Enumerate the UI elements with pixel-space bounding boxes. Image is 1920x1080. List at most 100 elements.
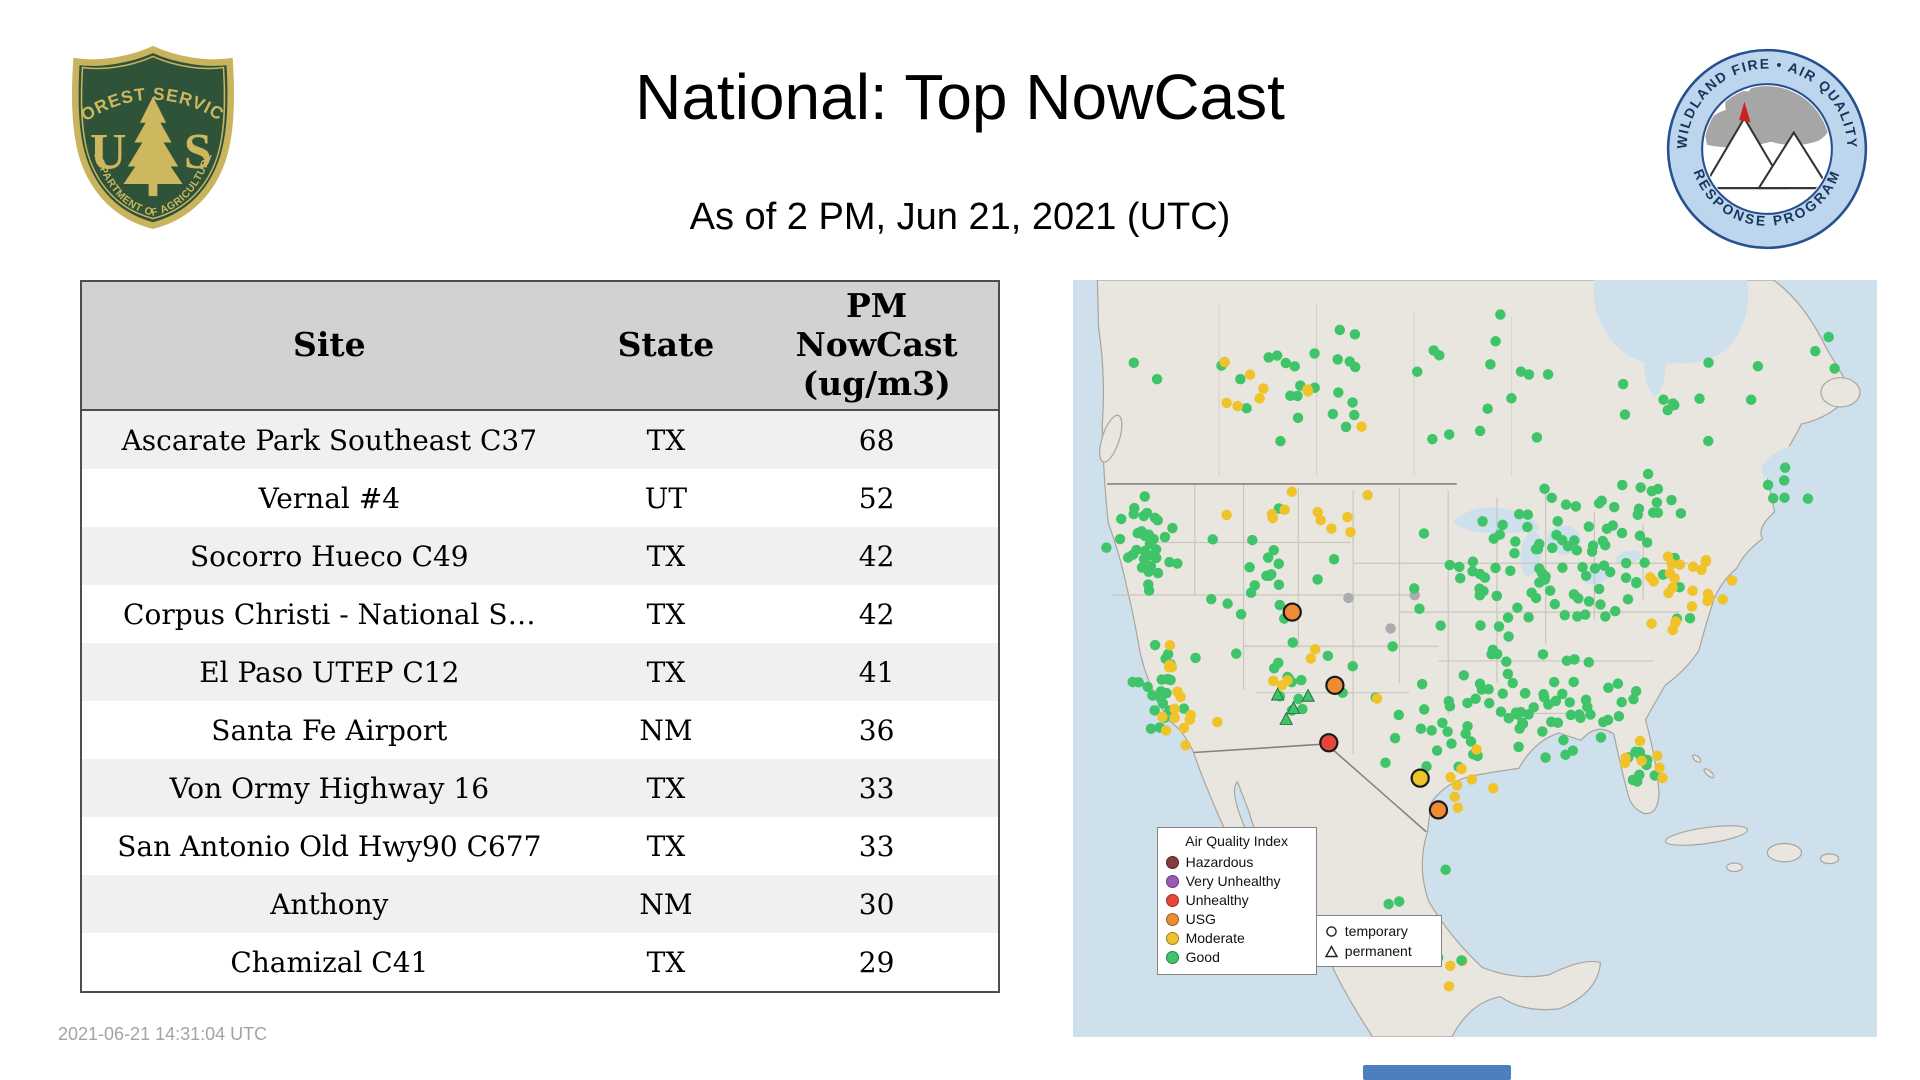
monitor-dot [1580,570,1592,582]
monitor-dot [1443,429,1455,440]
monitor-dot [1454,561,1465,573]
monitor-dot [1328,553,1340,565]
monitor-dot [1169,703,1180,715]
monitor-dot [1315,515,1327,526]
monitor-dot [1349,409,1360,421]
monitor-dot [1340,421,1352,433]
monitor-dot [1275,435,1286,447]
monitor-dot [1503,631,1514,642]
monitor-dot [1493,621,1505,632]
monitor-dot [1445,771,1456,783]
monitor-dot [1467,566,1478,577]
monitor-dot [1539,483,1550,495]
monitor-dot [1444,559,1456,571]
monitor-dot [1684,612,1696,624]
monitor-dot [1505,565,1516,577]
monitor-dot [1603,682,1614,694]
aqi-color-swatch [1165,912,1179,926]
monitor-dot [1414,603,1425,615]
fire-flame-icon [1739,101,1751,123]
monitor-dot [1221,397,1232,409]
top-site-marker [1319,733,1339,753]
monitor-dot [1510,707,1522,718]
monitor-dot [1620,572,1632,584]
monitor-dot [1169,712,1180,724]
monitor-dot [1674,559,1686,570]
nowcast-table: Site State PM NowCast (ug/m3) Ascarate P… [80,280,1000,993]
monitor-dot [1475,620,1486,631]
table-row: Corpus Christi - National S… TX 42 [82,585,998,643]
monitor-dot [1443,695,1455,707]
table-row: Santa Fe Airport NM 36 [82,701,998,759]
monitor-dot [1178,722,1190,734]
monitor-dot [1810,345,1821,357]
monitor-dot [1829,363,1840,374]
monitor-dot [1151,373,1163,385]
monitor-dot [1408,583,1420,594]
monitor-dot [1287,637,1298,648]
monitor-dot [1114,533,1126,545]
value-cell: 42 [858,539,895,573]
state-cell: TX [646,423,686,457]
monitor-dot [1593,498,1605,509]
monitor-dot [1350,361,1361,373]
monitor-dot [1273,558,1284,570]
aqi-color-swatch [1165,950,1179,964]
monitor-dot [1598,560,1610,571]
monitor-dot [1534,563,1545,574]
table-row: Anthony NM 30 [82,875,998,933]
monitor-dot [1466,774,1478,785]
monitor-dot [1515,366,1527,377]
monitor-dot [1617,479,1628,491]
site-cell: Ascarate Park Southeast C37 [121,423,538,457]
monitor-dot [1687,585,1698,596]
monitor-dot [1385,623,1396,634]
fs-letter-u: U [90,124,126,180]
timestamp-footer: 2021-06-21 14:31:04 UTC [58,1024,268,1044]
monitor-dot [1427,433,1438,445]
monitor-dot [1574,709,1585,720]
monitor-dot [1663,587,1674,599]
monitor-dot [1519,687,1531,699]
newfoundland [1820,377,1861,408]
monitor-dot [1495,706,1507,717]
monitor-dot [1356,421,1367,432]
permanent-monitor-triangle [1270,687,1285,701]
monitor-dot [1506,393,1517,404]
monitor-dot [1387,641,1398,652]
monitor-dot [1262,552,1274,563]
monitor-dot [1467,556,1479,567]
monitor-dot [1232,400,1243,412]
monitor-dot [1514,723,1525,734]
monitor-dot [1152,567,1164,579]
monitor-dot [1421,761,1432,772]
monitor-dot [1490,336,1501,347]
monitor-dot [1265,569,1277,580]
monitor-dot [1383,898,1394,910]
monitor-dot [1634,530,1646,542]
monitor-dot [1513,508,1525,520]
aqi-legend-label: Good [1185,949,1220,966]
aqi-legend-label: Very Unhealthy [1185,873,1281,890]
monitor-dot [1630,685,1642,697]
monitor-dot [1276,680,1288,691]
monitor-dot [1612,678,1624,689]
monitor-dot [1418,528,1430,539]
monitor-dot [1616,696,1627,708]
monitor-dot [1703,435,1714,447]
monitor-dot [1474,590,1485,601]
monitor-dot [1745,394,1757,406]
monitor-dot [1620,557,1632,569]
monitor-dot [1362,489,1373,501]
aqi-color-swatch [1165,931,1179,945]
monitor-dot [1552,717,1564,728]
state-cell: NM [639,887,693,921]
monitor-dot [1494,529,1506,540]
monitor-dot [1393,709,1404,721]
monitor-dot [1702,588,1714,600]
monitor-dot [1522,521,1533,533]
monitor-dot [1620,752,1631,764]
monitor-dot [1523,611,1534,623]
monitor-dot [1445,960,1456,972]
